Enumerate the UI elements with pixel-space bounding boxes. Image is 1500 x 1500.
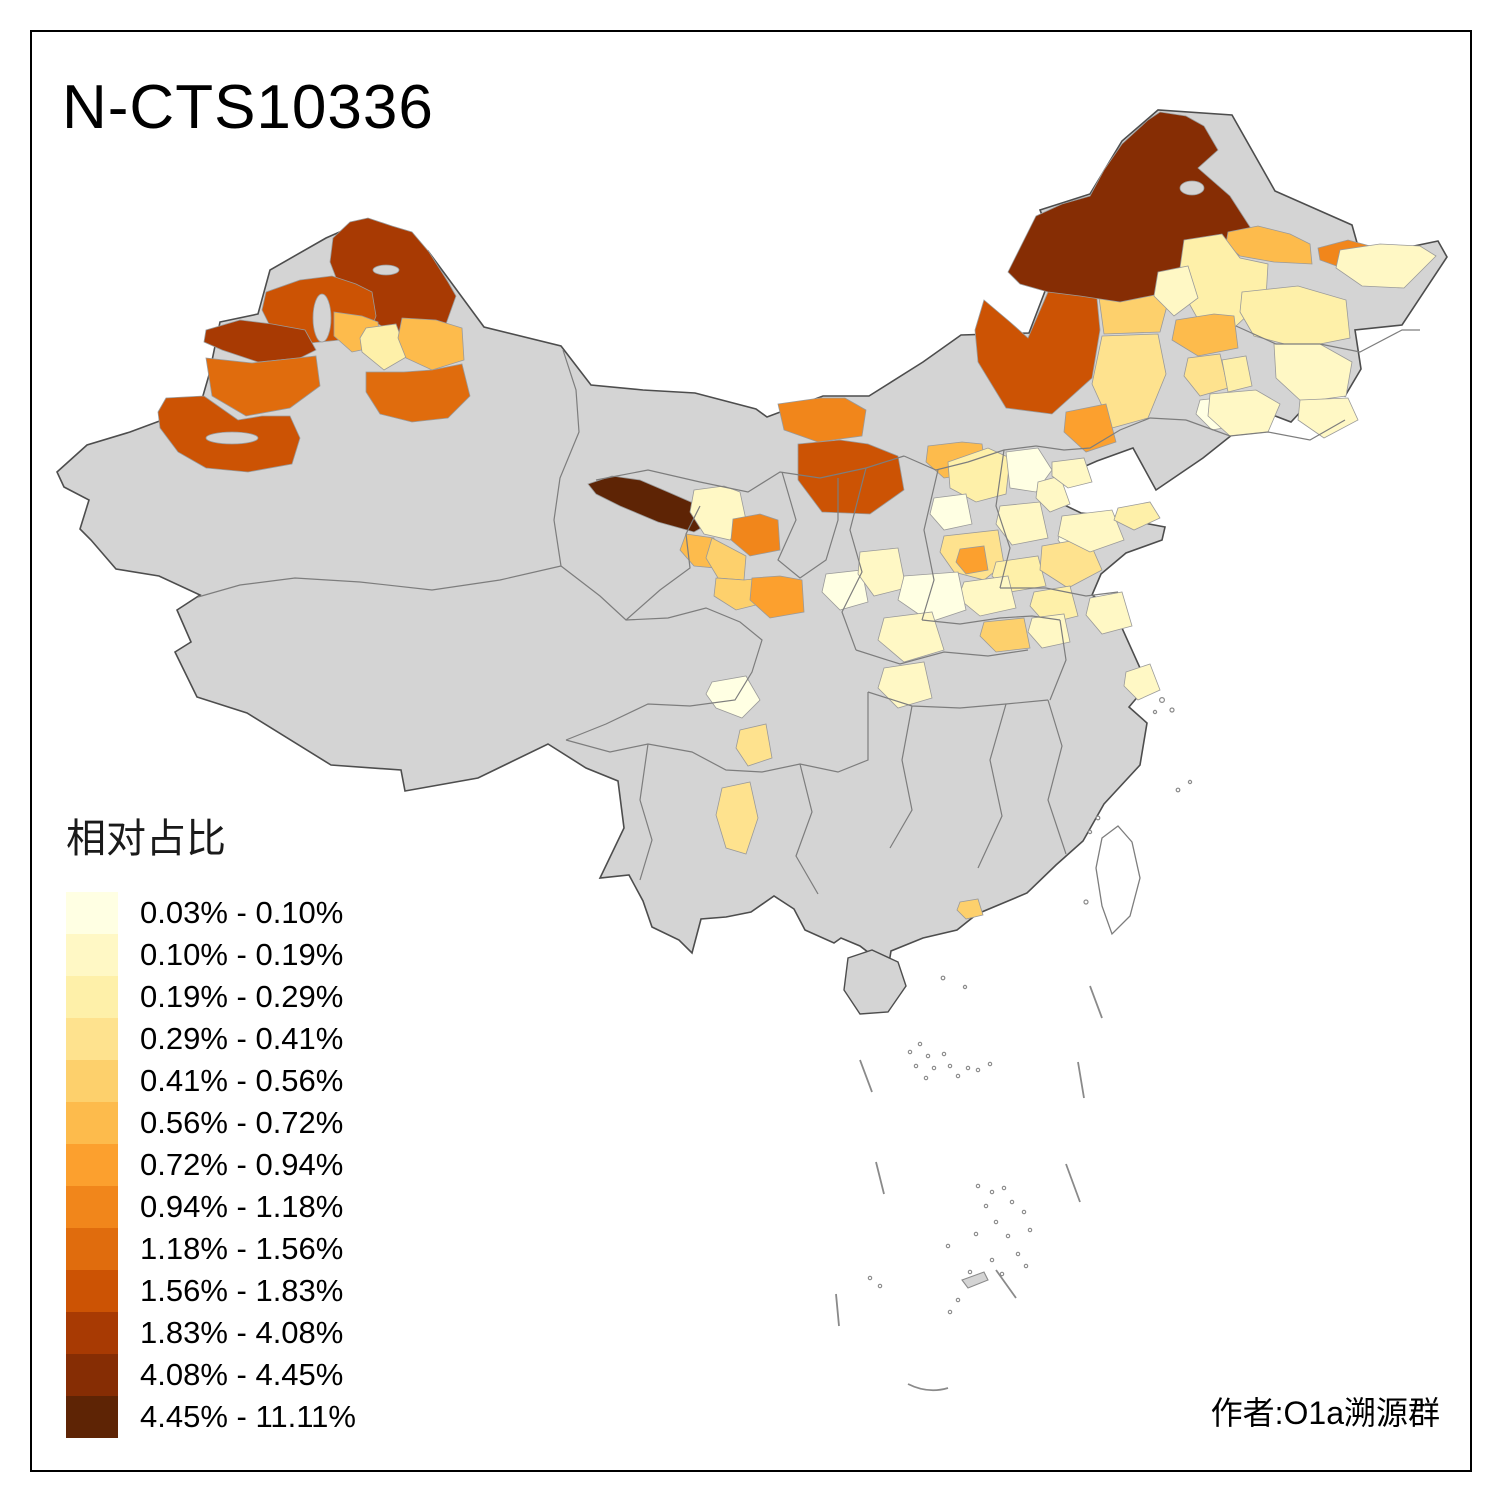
legend-swatch [66,1396,118,1438]
region-yaan [735,723,773,767]
region-far-northeast [1335,243,1437,289]
region-hami [397,317,465,371]
legend-label: 0.72% - 0.94% [140,1147,344,1182]
hainan-island [843,949,907,1015]
legend-swatch [66,1060,118,1102]
region-xinzhou [929,493,973,531]
legend: 相对占比 0.03% - 0.10% 0.10% - 0.19% 0.19% -… [66,806,356,1438]
legend-label: 0.19% - 0.29% [140,979,344,1014]
region-urumqi [359,323,409,371]
region-baiyin [730,513,781,557]
region-guyuan [749,575,805,619]
region-liangshan [715,781,759,855]
province-boundaries [197,325,1420,895]
legend-swatch [66,1270,118,1312]
attribution-text: 作者:O1a溯源群 [1210,1395,1440,1431]
legend-swatch [66,1186,118,1228]
legend-swatch [66,1018,118,1060]
legend-label: 0.41% - 0.56% [140,1063,344,1098]
legend-swatch [66,1102,118,1144]
region-tongliao [1091,333,1167,429]
region-turpan [365,363,471,423]
region-luliang [857,547,907,597]
region-jiaozuo [955,545,989,575]
legend-label: 0.56% - 0.72% [140,1105,344,1140]
region-xilingol [974,287,1101,415]
region-yanan [821,569,869,611]
legend-row: 4.45% - 11.11% [66,1396,356,1438]
legend-row: 1.83% - 4.08% [66,1312,356,1354]
region-weifang [1057,509,1125,553]
region-ordos [797,439,905,515]
legend-label: 1.18% - 1.56% [140,1231,344,1266]
region-hongkong [956,898,984,920]
region-bayannur [777,397,867,443]
nine-dash-line [835,985,1103,1392]
region-liaoyuan [1221,355,1253,393]
legend-label: 4.08% - 4.45% [140,1357,344,1392]
legend-row: 1.56% - 1.83% [66,1270,356,1312]
legend-label: 0.29% - 0.41% [140,1021,344,1056]
taiwan-island [1095,825,1141,936]
region-songyuan [1171,313,1239,357]
legend-label: 0.03% - 0.10% [140,895,344,930]
region-jilin-b [1297,397,1359,439]
legend-row: 1.18% - 1.56% [66,1228,356,1270]
region-yili [205,355,321,417]
legend-swatch [66,1354,118,1396]
region-shanghai [1123,663,1161,701]
region-jingmen [877,661,933,709]
region-daqing [1153,265,1199,317]
region-yancheng [1085,591,1133,635]
legend-label: 4.45% - 11.11% [140,1399,356,1434]
legend-label: 1.83% - 4.08% [140,1315,344,1350]
legend-row: 0.03% - 0.10% [66,892,356,934]
legend-row: 0.10% - 0.19% [66,934,356,976]
region-suihua [1239,285,1351,349]
legend-swatch [66,934,118,976]
legend-row: 0.72% - 0.94% [66,1144,356,1186]
region-siping [1183,353,1229,397]
legend-swatch [66,1312,118,1354]
legend-label: 0.94% - 1.18% [140,1189,344,1224]
legend-row: 0.94% - 1.18% [66,1186,356,1228]
legend-label: 0.10% - 0.19% [140,937,344,972]
region-zhangjiakou [947,447,1011,503]
legend-swatch [66,1228,118,1270]
region-bortala [203,319,317,363]
region-central-henan [897,571,967,623]
region-fuyang [1027,613,1071,649]
legend-title: 相对占比 [66,817,226,861]
region-yantai [1113,501,1161,531]
legend-row: 0.56% - 0.72% [66,1102,356,1144]
legend-swatch [66,976,118,1018]
region-shijiazhuang [995,501,1049,546]
legend-swatch [66,892,118,934]
legend-row: 0.29% - 0.41% [66,1018,356,1060]
region-xinyang [979,617,1031,653]
legend-label: 1.56% - 1.83% [140,1273,344,1308]
legend-row: 0.19% - 0.29% [66,976,356,1018]
no-data-enclaves [205,180,1205,445]
page-title: N-CTS10336 [62,73,434,142]
colored-regions [157,111,1437,920]
legend-row: 0.41% - 0.56% [66,1060,356,1102]
legend-rows: 0.03% - 0.10% 0.10% - 0.19% 0.19% - 0.29… [66,892,356,1438]
region-tangshan [1051,457,1093,489]
legend-swatch [66,1144,118,1186]
plot-border [30,30,1472,1472]
legend-row: 4.08% - 4.45% [66,1354,356,1396]
coastal-islets [940,696,1193,990]
region-chengdu [705,675,761,719]
south-china-sea-islets [867,1041,1033,1315]
